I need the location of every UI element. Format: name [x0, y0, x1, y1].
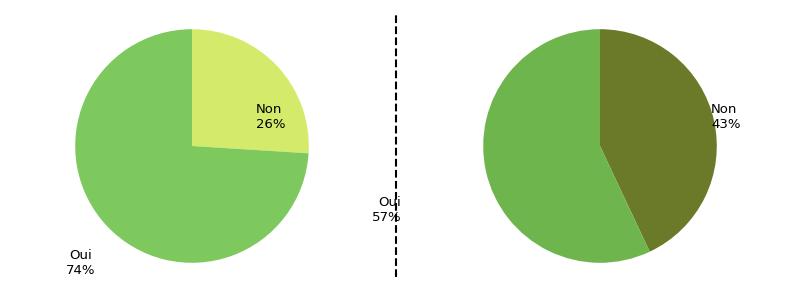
Wedge shape — [483, 29, 650, 263]
Wedge shape — [192, 29, 309, 153]
Text: Oui
74%: Oui 74% — [66, 249, 96, 277]
Wedge shape — [75, 29, 309, 263]
Text: Non
26%: Non 26% — [256, 103, 286, 131]
Wedge shape — [600, 29, 717, 252]
Text: Oui
57%: Oui 57% — [372, 196, 402, 224]
Text: Non
43%: Non 43% — [711, 103, 741, 131]
